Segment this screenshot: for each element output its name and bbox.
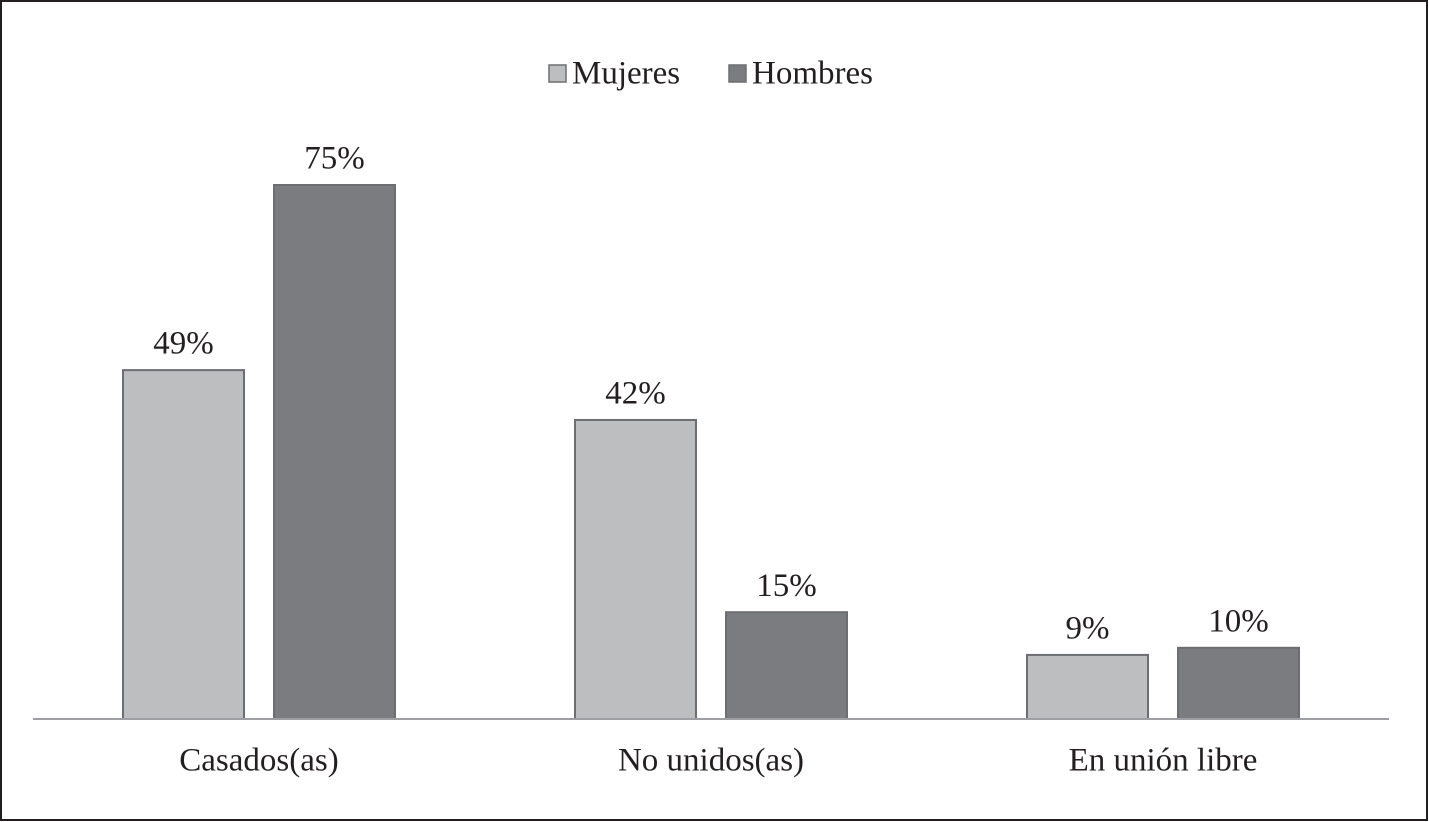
x-tick-label: Casados(as) (179, 743, 338, 779)
value-label: 15% (756, 568, 817, 604)
legend-swatch (548, 64, 567, 83)
x-tick-label: En unión libre (1069, 743, 1258, 779)
legend-label: Mujeres (572, 56, 680, 92)
x-tick-label: No unidos(as) (618, 743, 804, 779)
value-label: 49% (153, 326, 214, 362)
value-label: 10% (1208, 603, 1269, 639)
value-label: 75% (304, 141, 365, 177)
bar (122, 369, 245, 720)
value-label: 9% (1066, 610, 1110, 646)
bar (273, 184, 396, 720)
bar (725, 611, 848, 721)
legend-swatch (728, 64, 747, 83)
bar (574, 418, 697, 720)
legend-label: Hombres (752, 56, 873, 92)
bar (1177, 646, 1300, 720)
value-label: 42% (605, 376, 666, 412)
bar (1026, 653, 1149, 720)
